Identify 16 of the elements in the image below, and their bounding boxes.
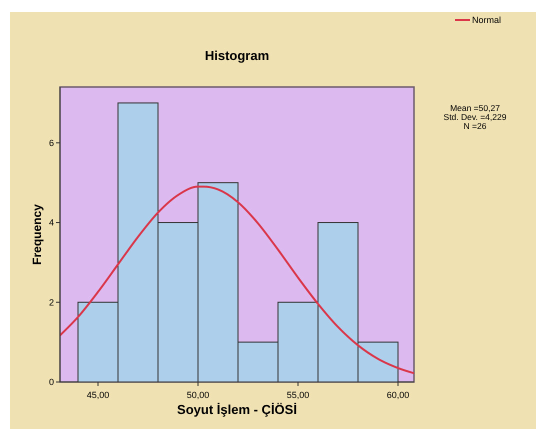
y-tick-label: 4 — [48, 218, 54, 228]
y-axis-title: Frequency — [30, 204, 44, 265]
text: N =26 — [464, 121, 487, 131]
x-axis-title: Soyut İşlem - ÇİÖSİ — [177, 402, 297, 417]
x-tick-label: 45,00 — [86, 390, 110, 400]
y-tick-label: 6 — [48, 138, 54, 148]
y-tick-label: 2 — [48, 297, 54, 308]
text: Mean =50,27 — [450, 103, 500, 113]
y-tick-label: 0 — [48, 377, 54, 387]
x-tick-label: 60,00 — [386, 390, 410, 400]
text: Std. Dev. =4,229 — [444, 112, 507, 122]
line-series — [60, 186, 414, 374]
x-tick-label: 50,00 — [186, 390, 210, 400]
x-tick-label: 55,00 — [286, 390, 310, 400]
chart-title: Histogram — [204, 48, 270, 63]
legend-label: Normal — [472, 15, 502, 25]
